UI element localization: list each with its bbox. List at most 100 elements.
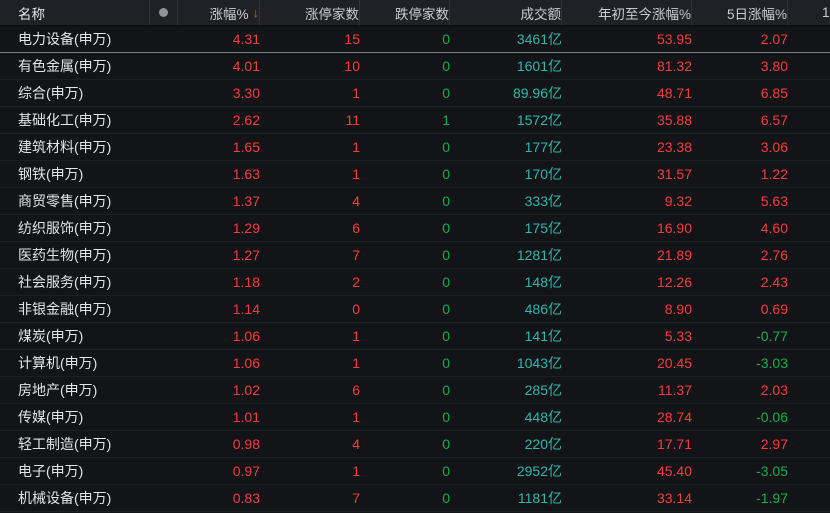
- cell-limit-down-count: 0: [442, 409, 450, 425]
- cell-change-pct: 1.37: [232, 193, 260, 209]
- column-header-5day-change[interactable]: 5日涨幅%: [692, 0, 788, 25]
- column-header-clipped[interactable]: 1: [788, 0, 830, 25]
- cell-sector-name: 房地产(申万): [18, 382, 98, 398]
- cell-limit-up-count: 2: [352, 274, 360, 290]
- cell-ytd-change: 28.74: [656, 409, 692, 425]
- cell-change-pct: 1.01: [232, 409, 260, 425]
- cell-limit-up-count: 1: [352, 328, 360, 344]
- cell-limit-down-count: 0: [442, 355, 450, 371]
- cell-ytd-change: 23.38: [656, 139, 692, 155]
- table-row[interactable]: 有色金属(申万) 4.01 10 0 1601亿 81.32 3.80: [0, 53, 830, 80]
- column-header-label: 跌停家数: [395, 6, 449, 22]
- column-header-dot[interactable]: [150, 0, 178, 25]
- dot-icon: [159, 8, 168, 17]
- table-row[interactable]: 电子(申万) 0.97 1 0 2952亿 45.40 -3.05: [0, 458, 830, 485]
- table-row[interactable]: 综合(申万) 3.30 1 0 89.96亿 48.71 6.85: [0, 80, 830, 107]
- column-header-label: 涨幅%: [209, 6, 249, 22]
- table-row[interactable]: 房地产(申万) 1.02 6 0 285亿 11.37 2.03: [0, 377, 830, 404]
- cell-sector-name: 煤炭(申万): [18, 328, 84, 344]
- cell-change-pct: 1.06: [232, 328, 260, 344]
- cell-ytd-change: 81.32: [656, 58, 692, 74]
- table-row[interactable]: 纺织服饰(申万) 1.29 6 0 175亿 16.90 4.60: [0, 215, 830, 242]
- table-row[interactable]: 钢铁(申万) 1.63 1 0 170亿 31.57 1.22: [0, 161, 830, 188]
- table-row[interactable]: 传媒(申万) 1.01 1 0 448亿 28.74 -0.06: [0, 404, 830, 431]
- cell-limit-up-count: 4: [352, 193, 360, 209]
- cell-limit-up-count: 0: [352, 301, 360, 317]
- cell-5day-change: 2.43: [760, 274, 788, 290]
- table-row[interactable]: 商贸零售(申万) 1.37 4 0 333亿 9.32 5.63: [0, 188, 830, 215]
- column-header-limit-up[interactable]: 涨停家数: [260, 0, 360, 25]
- table-row[interactable]: 社会服务(申万) 1.18 2 0 148亿 12.26 2.43: [0, 269, 830, 296]
- cell-limit-down-count: 0: [442, 247, 450, 263]
- cell-change-pct: 4.31: [232, 31, 260, 47]
- cell-5day-change: -3.05: [756, 463, 788, 479]
- cell-turnover: 285亿: [524, 382, 562, 398]
- cell-change-pct: 0.83: [232, 490, 260, 506]
- cell-limit-up-count: 7: [352, 490, 360, 506]
- column-header-label: 5日涨幅%: [726, 6, 787, 22]
- cell-sector-name: 社会服务(申万): [18, 274, 112, 290]
- cell-ytd-change: 5.33: [664, 328, 692, 344]
- cell-limit-up-count: 1: [352, 166, 360, 182]
- table-row[interactable]: 电力设备(申万) 4.31 15 0 3461亿 53.95 2.07: [0, 26, 830, 53]
- cell-sector-name: 机械设备(申万): [18, 490, 112, 506]
- cell-5day-change: 2.97: [760, 436, 788, 452]
- table-row[interactable]: 建筑材料(申万) 1.65 1 0 177亿 23.38 3.06: [0, 134, 830, 161]
- cell-sector-name: 钢铁(申万): [18, 166, 84, 182]
- cell-ytd-change: 35.88: [656, 112, 692, 128]
- cell-change-pct: 1.02: [232, 382, 260, 398]
- table-row[interactable]: 基础化工(申万) 2.62 11 1 1572亿 35.88 6.57: [0, 107, 830, 134]
- cell-sector-name: 传媒(申万): [18, 409, 84, 425]
- cell-5day-change: -1.97: [756, 490, 788, 506]
- cell-turnover: 170亿: [524, 166, 562, 182]
- cell-turnover: 141亿: [524, 328, 562, 344]
- cell-limit-down-count: 0: [442, 382, 450, 398]
- cell-ytd-change: 16.90: [656, 220, 692, 236]
- column-header-ytd-change[interactable]: 年初至今涨幅%: [562, 0, 692, 25]
- cell-limit-up-count: 4: [352, 436, 360, 452]
- cell-5day-change: 5.63: [760, 193, 788, 209]
- cell-turnover: 89.96亿: [512, 85, 562, 101]
- cell-limit-down-count: 0: [442, 463, 450, 479]
- cell-limit-up-count: 1: [352, 355, 360, 371]
- column-header-label: 1: [822, 5, 830, 20]
- cell-change-pct: 1.29: [232, 220, 260, 236]
- cell-limit-up-count: 6: [352, 382, 360, 398]
- cell-change-pct: 4.01: [232, 58, 260, 74]
- column-header-name[interactable]: 名称: [0, 0, 150, 25]
- cell-limit-up-count: 10: [344, 58, 360, 74]
- cell-turnover: 177亿: [524, 139, 562, 155]
- cell-ytd-change: 12.26: [656, 274, 692, 290]
- cell-change-pct: 1.18: [232, 274, 260, 290]
- table-row[interactable]: 医药生物(申万) 1.27 7 0 1281亿 21.89 2.76: [0, 242, 830, 269]
- cell-sector-name: 计算机(申万): [18, 355, 98, 371]
- table-row[interactable]: 非银金融(申万) 1.14 0 0 486亿 8.90 0.69: [0, 296, 830, 323]
- cell-5day-change: 3.80: [760, 58, 788, 74]
- cell-limit-up-count: 15: [344, 31, 360, 47]
- cell-limit-up-count: 1: [352, 85, 360, 101]
- cell-ytd-change: 33.14: [656, 490, 692, 506]
- cell-ytd-change: 9.32: [664, 193, 692, 209]
- cell-limit-down-count: 0: [442, 220, 450, 236]
- cell-limit-down-count: 0: [442, 193, 450, 209]
- cell-ytd-change: 8.90: [664, 301, 692, 317]
- table-row[interactable]: 煤炭(申万) 1.06 1 0 141亿 5.33 -0.77: [0, 323, 830, 350]
- cell-limit-up-count: 7: [352, 247, 360, 263]
- cell-ytd-change: 48.71: [656, 85, 692, 101]
- cell-5day-change: 0.69: [760, 301, 788, 317]
- column-header-turnover[interactable]: 成交额: [450, 0, 562, 25]
- cell-sector-name: 纺织服饰(申万): [18, 220, 112, 236]
- table-row[interactable]: 计算机(申万) 1.06 1 0 1043亿 20.45 -3.03: [0, 350, 830, 377]
- column-header-limit-down[interactable]: 跌停家数: [360, 0, 450, 25]
- cell-5day-change: -0.77: [756, 328, 788, 344]
- cell-limit-up-count: 1: [352, 139, 360, 155]
- column-header-change[interactable]: 涨幅% ↓: [178, 0, 260, 25]
- cell-limit-up-count: 6: [352, 220, 360, 236]
- cell-5day-change: 6.85: [760, 85, 788, 101]
- table-row[interactable]: 轻工制造(申万) 0.98 4 0 220亿 17.71 2.97: [0, 431, 830, 458]
- cell-5day-change: 3.06: [760, 139, 788, 155]
- table-row[interactable]: 机械设备(申万) 0.83 7 0 1181亿 33.14 -1.97: [0, 485, 830, 512]
- cell-turnover: 220亿: [524, 436, 562, 452]
- table-body: 电力设备(申万) 4.31 15 0 3461亿 53.95 2.07 有色金属…: [0, 26, 830, 512]
